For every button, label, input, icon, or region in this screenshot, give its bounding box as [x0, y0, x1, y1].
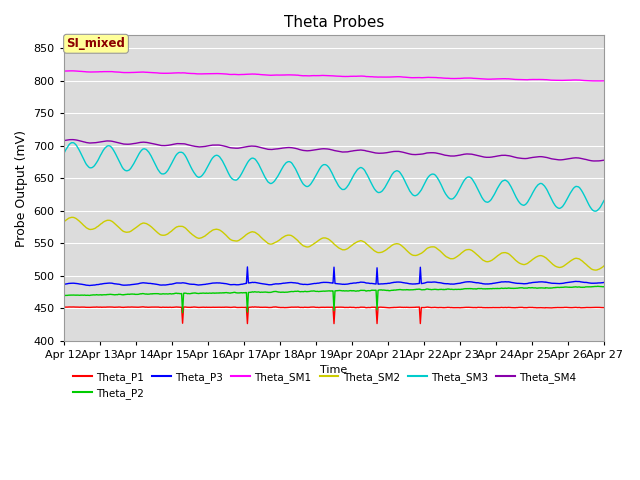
Theta_SM2 [349, 241, 357, 247]
Theta_SM1 [65, 68, 73, 74]
Theta_SM4 [491, 154, 499, 159]
Theta_P3 [60, 282, 68, 288]
Theta_SM4 [592, 158, 600, 164]
Theta_P3 [600, 279, 608, 285]
Theta_P1 [139, 304, 147, 310]
Theta_P1 [553, 305, 561, 311]
Theta_P3 [244, 264, 252, 270]
Theta_SM2 [553, 264, 561, 270]
Theta_P3 [568, 279, 575, 285]
Line: Theta_P3: Theta_P3 [64, 267, 604, 286]
Theta_SM2 [568, 257, 575, 263]
Theta_SM2 [60, 219, 68, 225]
Theta_P2 [60, 293, 68, 299]
Theta_SM1 [60, 68, 68, 74]
Line: Theta_SM4: Theta_SM4 [64, 140, 604, 161]
Theta_SM2 [592, 267, 600, 273]
Theta_P3 [86, 283, 93, 288]
Theta_P1 [492, 305, 499, 311]
Theta_P2 [553, 285, 561, 290]
Theta_SM1 [553, 77, 561, 83]
Theta_P2 [491, 286, 499, 291]
Title: Theta Probes: Theta Probes [284, 15, 384, 30]
Theta_SM4 [349, 148, 357, 154]
Theta_SM3 [60, 151, 68, 157]
Theta_SM2 [68, 215, 76, 220]
Line: Theta_P2: Theta_P2 [64, 286, 604, 312]
Theta_SM3 [349, 173, 357, 179]
Theta_P2 [362, 288, 369, 294]
Theta_P2 [568, 285, 575, 290]
Theta_P2 [211, 290, 218, 296]
Theta_SM3 [592, 208, 600, 214]
Text: SI_mixed: SI_mixed [67, 37, 125, 50]
Theta_P3 [492, 280, 499, 286]
Theta_P1 [60, 304, 68, 310]
Theta_SM3 [600, 198, 608, 204]
Theta_SM1 [596, 78, 604, 84]
Legend: Theta_P1, Theta_P2, Theta_P3, Theta_SM1, Theta_SM2, Theta_SM3, Theta_SM4: Theta_P1, Theta_P2, Theta_P3, Theta_SM1,… [69, 368, 580, 403]
Theta_P1 [568, 305, 575, 311]
Theta_P2 [600, 284, 608, 289]
X-axis label: Time: Time [320, 365, 348, 375]
Theta_SM1 [600, 78, 608, 84]
Theta_SM1 [362, 73, 369, 79]
Theta_SM3 [553, 204, 561, 210]
Line: Theta_SM3: Theta_SM3 [64, 143, 604, 211]
Theta_SM3 [211, 153, 218, 159]
Theta_SM4 [60, 138, 68, 144]
Theta_SM1 [568, 77, 575, 83]
Theta_P3 [362, 280, 369, 286]
Theta_SM4 [362, 148, 369, 154]
Theta_P3 [211, 280, 218, 286]
Theta_SM4 [553, 157, 561, 163]
Y-axis label: Probe Output (mV): Probe Output (mV) [15, 130, 28, 247]
Theta_P2 [179, 310, 186, 315]
Theta_P2 [349, 288, 357, 294]
Theta_SM2 [491, 255, 499, 261]
Theta_SM3 [491, 191, 499, 196]
Theta_SM3 [568, 188, 575, 194]
Line: Theta_P1: Theta_P1 [64, 307, 604, 324]
Theta_P1 [350, 304, 358, 310]
Line: Theta_SM2: Theta_SM2 [64, 217, 604, 270]
Theta_SM1 [349, 73, 357, 79]
Theta_SM4 [568, 156, 575, 161]
Theta_SM3 [362, 168, 369, 174]
Theta_P1 [330, 321, 338, 326]
Theta_P3 [350, 280, 358, 286]
Theta_SM1 [211, 71, 218, 76]
Theta_SM4 [600, 157, 608, 163]
Theta_SM2 [362, 240, 369, 246]
Theta_P1 [211, 304, 218, 310]
Theta_SM1 [491, 76, 499, 82]
Theta_P2 [594, 283, 602, 289]
Theta_P1 [362, 305, 369, 311]
Theta_SM3 [69, 140, 77, 145]
Line: Theta_SM1: Theta_SM1 [64, 71, 604, 81]
Theta_SM2 [211, 227, 218, 232]
Theta_SM4 [211, 142, 218, 148]
Theta_P1 [600, 305, 608, 311]
Theta_P3 [553, 281, 561, 287]
Theta_SM4 [68, 137, 76, 143]
Theta_SM2 [600, 263, 608, 269]
